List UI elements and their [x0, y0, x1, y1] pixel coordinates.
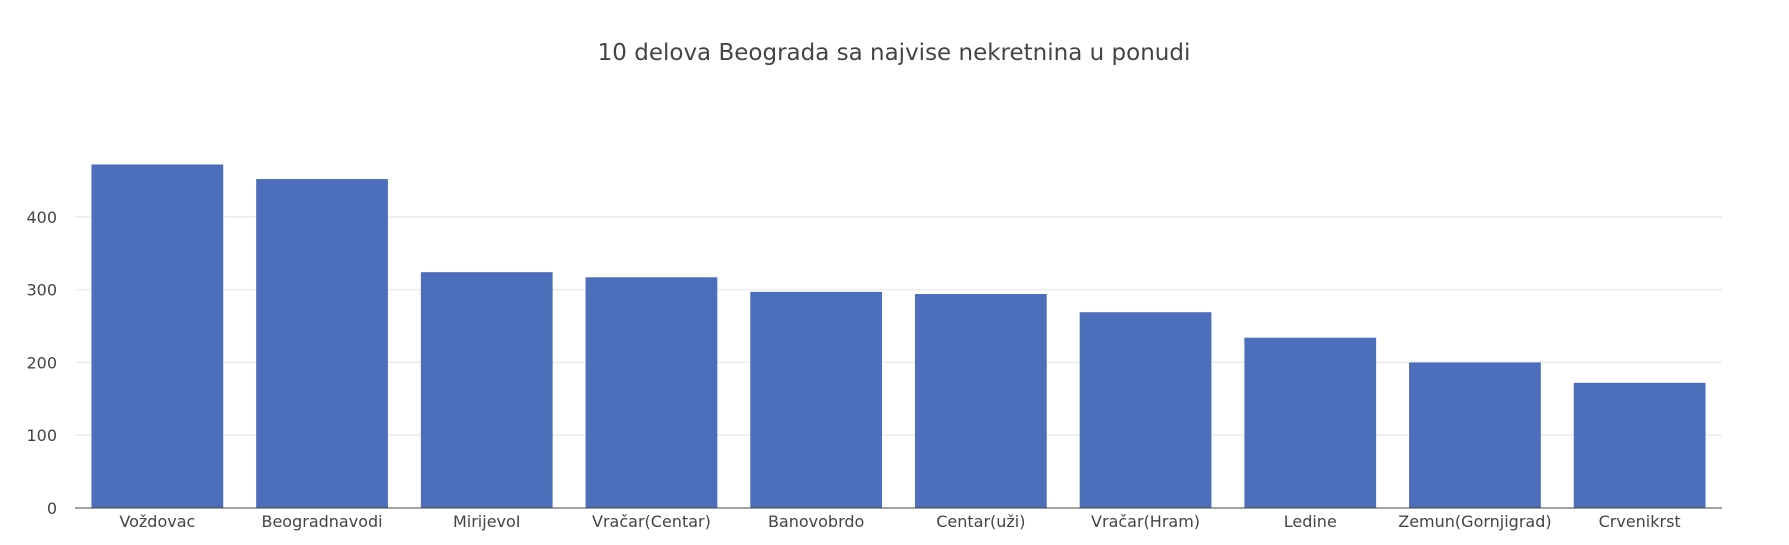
- x-tick-label: Vračar(Centar): [592, 512, 711, 531]
- bars: [91, 164, 1706, 508]
- bar[interactable]: [914, 294, 1047, 508]
- y-tick-label: 400: [26, 208, 57, 227]
- bar[interactable]: [256, 179, 388, 508]
- bar[interactable]: [1079, 312, 1212, 508]
- x-tick-label: Zemun(Gornjigrad): [1398, 512, 1551, 531]
- x-tick-label: Ledine: [1284, 512, 1337, 531]
- x-axis-ticks: Voždovac Beogradnavodi MirijevoI Vračar(Cen…: [119, 512, 1680, 531]
- bar[interactable]: [420, 272, 553, 508]
- x-tick-label: Crvenikrst: [1599, 512, 1681, 531]
- bar[interactable]: [585, 277, 718, 508]
- chart-title: 10 delova Beograda sa najvise nekretnina…: [598, 40, 1191, 66]
- y-axis-ticks: 0 100 200 300 400: [26, 208, 57, 518]
- y-tick-label: 200: [26, 353, 57, 372]
- y-tick-label: 100: [26, 426, 57, 445]
- x-tick-label: Vračar(Hram): [1091, 512, 1200, 531]
- x-tick-label: Voždovac: [119, 512, 195, 531]
- y-tick-label: 300: [26, 281, 57, 300]
- bar[interactable]: [750, 291, 883, 508]
- bar[interactable]: [1573, 382, 1706, 508]
- bar[interactable]: [1409, 362, 1541, 508]
- bar[interactable]: [91, 164, 224, 508]
- x-tick-label: Beogradnavodi: [261, 512, 382, 531]
- x-tick-label: MirijevoI: [453, 512, 521, 531]
- y-tick-label: 0: [47, 499, 57, 518]
- x-tick-label: Banovobrdo: [768, 512, 864, 531]
- bar[interactable]: [1244, 337, 1377, 508]
- x-tick-label: Centar(uži): [936, 512, 1025, 531]
